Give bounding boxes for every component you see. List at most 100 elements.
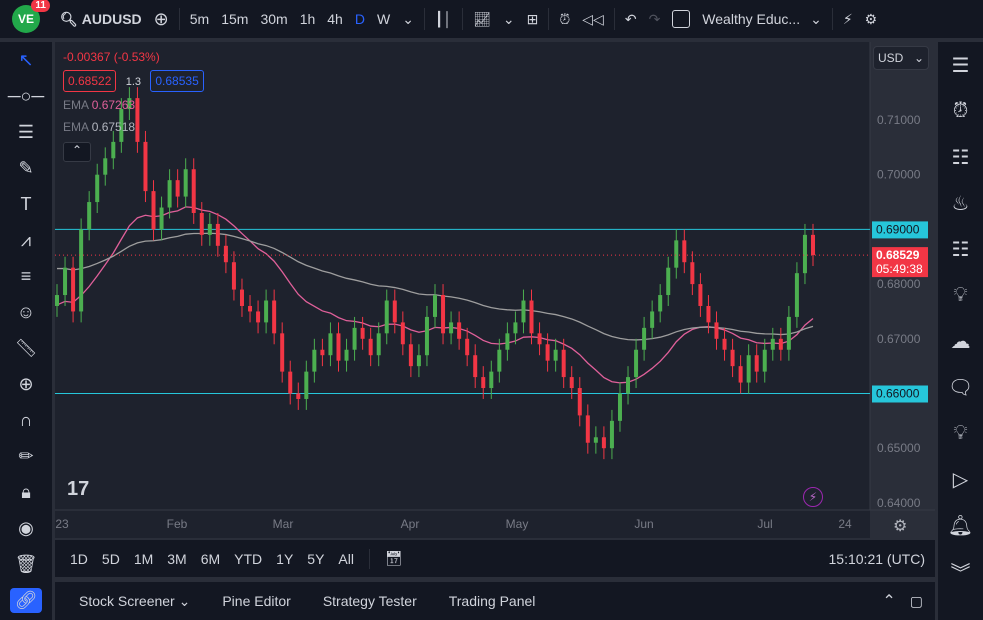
candle <box>111 141 116 159</box>
bottom-panel: Stock Screener ⌄ Pine Editor Strategy Te… <box>55 582 935 620</box>
level-label: 0.69000 <box>876 222 920 236</box>
tab-trading-panel[interactable]: Trading Panel <box>448 593 536 609</box>
currency-select[interactable]: USD ⌄ <box>873 46 929 70</box>
watchlist-button[interactable]: ☰ <box>938 42 983 88</box>
magnet-tool[interactable]: ∩ <box>0 402 52 438</box>
candle <box>207 223 212 235</box>
range-all[interactable]: All <box>338 550 354 567</box>
tab-stock-screener[interactable]: Stock Screener ⌄ <box>79 592 191 609</box>
interval-15m[interactable]: 15m <box>221 11 249 27</box>
zoom-tool[interactable]: ⊕ <box>0 366 52 402</box>
fullscreen-toggle[interactable] <box>666 0 696 38</box>
notifications-button[interactable]: 🔔︎ <box>938 502 983 548</box>
candle <box>433 295 437 317</box>
undo-button[interactable]: ↶ <box>619 0 643 38</box>
settings-button[interactable]: ⚙ <box>859 0 884 38</box>
candle <box>513 322 518 334</box>
indicators-icon: 📈︎ <box>473 10 491 27</box>
alerts-button[interactable]: ⏰︎ <box>938 88 983 134</box>
indicators-dropdown[interactable]: ⌄ <box>497 0 521 38</box>
hide-tool[interactable]: ◉ <box>0 510 52 546</box>
sell-price-button[interactable]: 0.68522 <box>63 70 117 92</box>
calendar-button[interactable]: ☷ <box>938 226 983 272</box>
templates-button[interactable]: ⊞ <box>521 0 545 38</box>
candle <box>239 289 244 306</box>
brush-tool[interactable]: ✎ <box>0 150 52 186</box>
buy-price-button[interactable]: 0.68535 <box>150 70 204 92</box>
candle <box>151 191 156 230</box>
candle <box>344 349 349 361</box>
text-tool[interactable]: T <box>0 186 52 222</box>
range-6m[interactable]: 6M <box>200 550 221 567</box>
stay-drawing-tool[interactable]: ✏ <box>0 438 52 474</box>
candle <box>609 420 614 449</box>
interval-4h[interactable]: 4h <box>327 11 343 27</box>
candle <box>465 338 470 356</box>
sync-link-button[interactable]: 🔗︎ <box>0 582 52 618</box>
range-1m[interactable]: 1M <box>133 550 154 567</box>
collapse-sidebar-button[interactable]: ︾ <box>938 548 983 594</box>
compare-button[interactable]: ⊕ <box>148 0 175 38</box>
ruler-tool[interactable]: 📏︎ <box>0 330 52 366</box>
time-tick: May <box>506 517 529 531</box>
alert-button[interactable]: ⏰︎ <box>553 0 576 38</box>
streams-button[interactable]: ☁ <box>938 318 983 364</box>
range-5d[interactable]: 5D <box>101 550 120 567</box>
prediction-tool[interactable]: ≡ <box>0 258 52 294</box>
interval-5m[interactable]: 5m <box>189 11 210 27</box>
candle <box>690 262 695 285</box>
range-ytd[interactable]: YTD <box>234 550 263 567</box>
chats-button[interactable]: 🗨︎ <box>938 364 983 410</box>
cursor-tool[interactable]: ↖ <box>0 42 52 78</box>
range-1d[interactable]: 1D <box>70 550 88 567</box>
fib-tool[interactable]: ☰ <box>0 114 52 150</box>
time-tick: Mar <box>273 517 294 531</box>
candles-button[interactable]: ┃│ <box>429 0 458 38</box>
tab-pine-editor[interactable]: Pine Editor <box>222 593 291 609</box>
chart-pane[interactable]: 0.71000 0.70000 0.68000 0.67000 0.65000 0.640… <box>55 42 935 538</box>
price-tick: 0.70000 <box>877 168 921 182</box>
goto-date-button[interactable]: 📅︎ <box>378 550 410 567</box>
tab-strategy-tester[interactable]: Strategy Tester <box>322 593 417 609</box>
candle <box>497 349 502 372</box>
delete-tool[interactable]: 🗑︎ <box>0 546 52 582</box>
range-3m[interactable]: 3M <box>167 550 187 567</box>
object-tree-button[interactable]: ☷ <box>938 134 983 180</box>
interval-W[interactable]: W <box>376 11 391 27</box>
price-chart[interactable]: 0.71000 0.70000 0.68000 0.67000 0.65000 0.640… <box>55 42 935 538</box>
layout-menu[interactable]: Wealthy Educ... ⌄ <box>702 10 822 28</box>
ideas-button[interactable]: 💡︎ <box>938 272 983 318</box>
candle <box>183 169 188 197</box>
clock[interactable]: 15:10:21 (UTC) <box>828 550 925 567</box>
range-5y[interactable]: 5Y <box>307 550 325 567</box>
maximize-icon: ▢ <box>909 592 923 609</box>
collapse-legend-button[interactable]: ⌃ <box>63 142 91 162</box>
collapse-panel-button[interactable]: ⌃ <box>882 591 895 611</box>
hotlists-button[interactable]: ♨ <box>938 180 983 226</box>
trend-line-tool[interactable]: ─○─ <box>0 78 52 114</box>
candle <box>457 322 462 339</box>
tips-button[interactable]: 💡︎ <box>938 410 983 456</box>
interval-dropdown[interactable]: ⌄ <box>396 0 420 38</box>
broadcast-button[interactable]: ▷ <box>938 456 983 502</box>
redo-button[interactable]: ↷ <box>643 0 667 38</box>
range-1y[interactable]: 1Y <box>276 550 294 567</box>
chart-settings-button[interactable]: ⚙ <box>893 516 907 536</box>
candle <box>87 202 92 230</box>
text-icon: T <box>20 193 32 214</box>
lock-tool[interactable]: 🔒︎ <box>0 474 52 510</box>
pattern-tool[interactable]: ⩘ <box>0 222 52 258</box>
candle <box>384 300 389 334</box>
interval-1h[interactable]: 1h <box>299 11 316 27</box>
maximize-panel-button[interactable]: ▢ <box>910 593 923 610</box>
interval-30m[interactable]: 30m <box>260 11 288 27</box>
quick-search-button[interactable]: ⚡︎ <box>837 0 859 38</box>
events-marker[interactable]: ⚡︎ <box>803 487 823 507</box>
replay-button[interactable]: ◁◁ <box>576 0 610 38</box>
indicators-button[interactable]: 📈︎ <box>467 0 497 38</box>
interval-D[interactable]: D <box>354 11 365 27</box>
candle <box>352 327 357 350</box>
logo[interactable]: VE 11 <box>12 0 50 33</box>
symbol-search[interactable]: 🔍︎ AUDUSD <box>60 10 142 28</box>
icon-tool[interactable]: ☺ <box>0 294 52 330</box>
